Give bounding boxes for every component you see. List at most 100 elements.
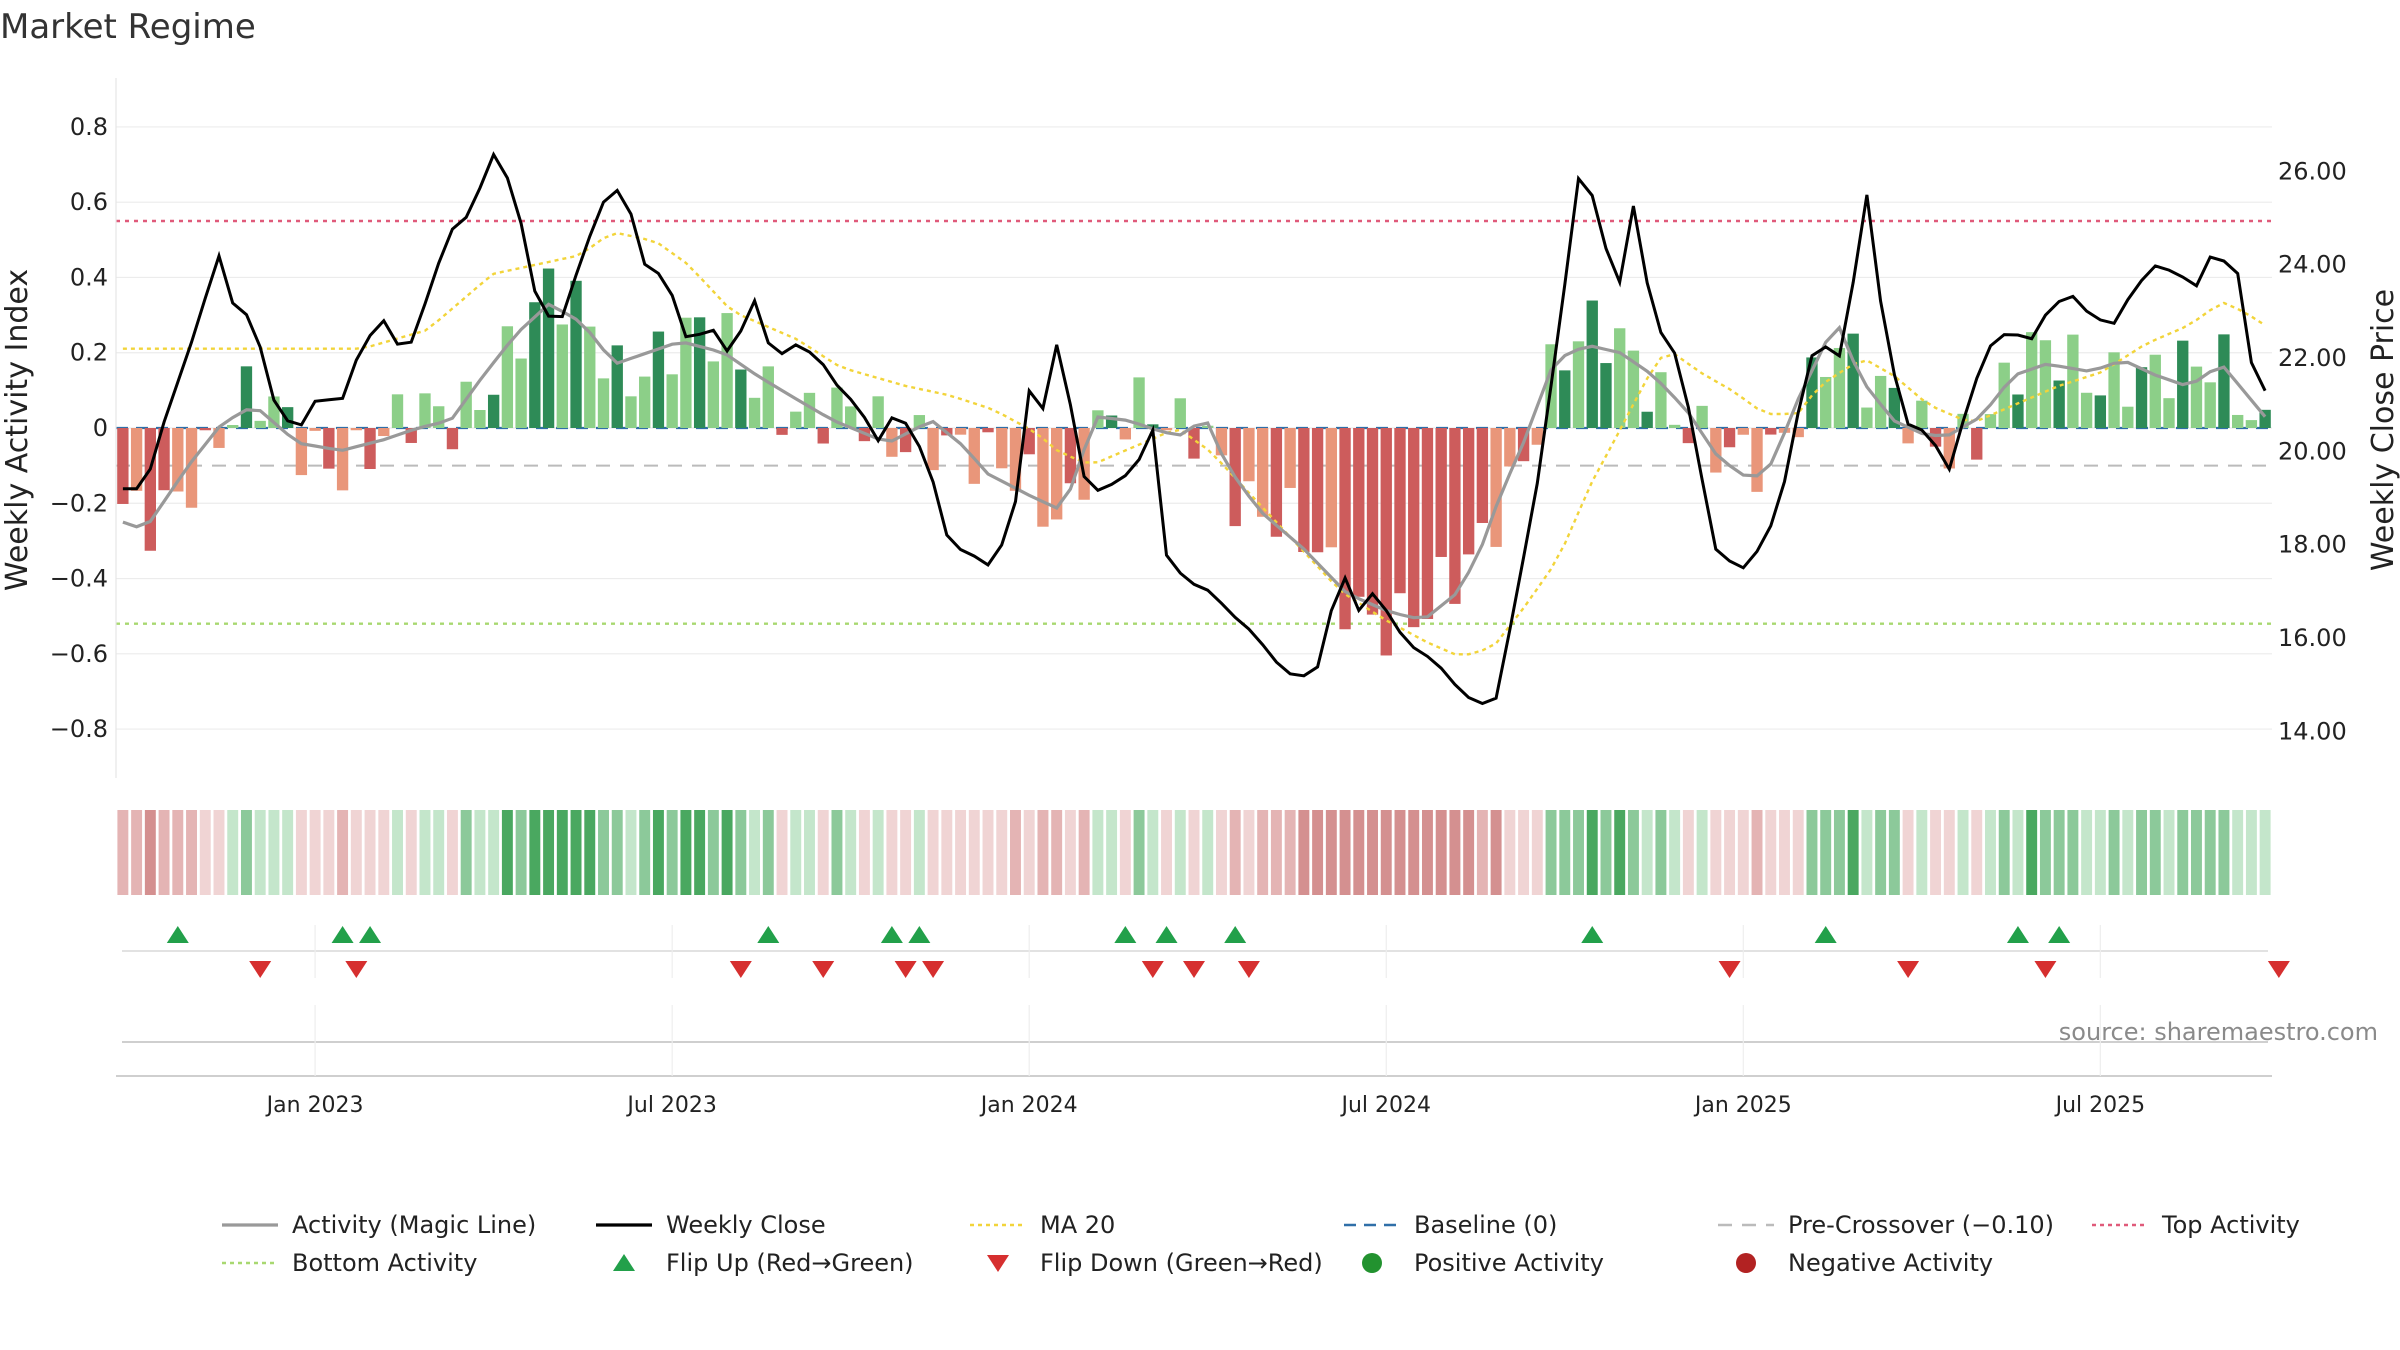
- flip-up-marker: [757, 926, 780, 943]
- regime-cell: [1710, 810, 1722, 895]
- activity-bar: [501, 326, 514, 428]
- regime-cell: [968, 810, 980, 895]
- activity-bar: [968, 428, 980, 484]
- activity-bar: [130, 428, 143, 491]
- regime-cell: [186, 810, 197, 895]
- regime-cell: [117, 810, 129, 895]
- regime-cell: [1861, 810, 1873, 895]
- flip-up-marker: [1581, 926, 1604, 943]
- activity-bar: [281, 407, 294, 428]
- regime-cell: [515, 810, 527, 895]
- regime-cell: [474, 810, 486, 895]
- regime-cell: [1023, 810, 1035, 895]
- activity-bar: [172, 428, 184, 492]
- activity-bar: [1462, 428, 1475, 555]
- flip-down-marker: [1237, 961, 1260, 978]
- regime-cell: [254, 810, 266, 895]
- activity-bar: [927, 428, 939, 471]
- flip-down-marker: [2267, 961, 2290, 978]
- regime-cell: [1669, 810, 1681, 895]
- regime-cell: [543, 810, 555, 895]
- regime-cell: [1724, 810, 1736, 895]
- regime-cell: [501, 810, 513, 895]
- activity-bar: [2039, 340, 2052, 428]
- activity-bar: [1023, 428, 1035, 455]
- legend-label: Bottom Activity: [292, 1249, 477, 1277]
- regime-cell: [2012, 810, 2024, 895]
- activity-bar: [2135, 367, 2148, 428]
- activity-bar: [2108, 352, 2120, 428]
- activity-bar: [1284, 428, 1296, 488]
- activity-bar: [1614, 328, 1626, 428]
- flip-down-marker: [729, 961, 752, 978]
- activity-bar: [1119, 428, 1132, 440]
- legend-label: Flip Down (Green→Red): [1040, 1249, 1323, 1277]
- activity-bar: [1256, 428, 1269, 517]
- activity-bar: [1037, 428, 1049, 527]
- activity-bar: [1600, 363, 1612, 428]
- regime-cell: [1586, 810, 1598, 895]
- regime-strip: [117, 810, 2271, 895]
- source-label: source: sharemaestro.com: [2059, 1018, 2378, 1046]
- regime-cell: [556, 810, 568, 895]
- flip-up-marker: [2006, 926, 2029, 943]
- flip-up-marker: [331, 926, 354, 943]
- regime-cell: [872, 810, 884, 895]
- activity-bar: [1984, 414, 1997, 428]
- regime-cell: [735, 810, 747, 895]
- activity-bar: [2245, 420, 2258, 428]
- activity-bar: [1531, 428, 1543, 445]
- regime-cell: [721, 810, 733, 895]
- activity-bar: [1339, 428, 1351, 630]
- regime-cell: [1847, 810, 1859, 895]
- activity-bar: [1325, 428, 1337, 548]
- regime-cell: [886, 810, 898, 895]
- regime-cell: [2122, 810, 2134, 895]
- flip-up-marker: [1224, 926, 1247, 943]
- regime-cell: [364, 810, 376, 895]
- flip-up-marker: [1814, 926, 1837, 943]
- regime-cell: [1408, 810, 1420, 895]
- activity-bar: [1064, 428, 1077, 484]
- regime-cell: [1573, 810, 1584, 895]
- activity-bar: [1243, 428, 1255, 482]
- flip-up-marker: [2048, 926, 2071, 943]
- regime-cell: [1490, 810, 1502, 895]
- x-tick-label: Jul 2025: [2054, 1093, 2146, 1118]
- regime-cell: [680, 810, 692, 895]
- regime-cell: [625, 810, 637, 895]
- activity-bar: [433, 406, 445, 428]
- activity-bar: [529, 302, 541, 428]
- regime-cell: [2204, 810, 2216, 895]
- legend-label: Baseline (0): [1414, 1211, 1557, 1239]
- activity-bar: [1888, 387, 1901, 428]
- regime-cell: [378, 810, 390, 895]
- regime-cell: [1119, 810, 1131, 895]
- regime-cell: [1875, 810, 1887, 895]
- activity-bar: [790, 411, 802, 428]
- y-tick-right: 14.00: [2278, 717, 2347, 745]
- weekly-close-line: [122, 151, 2267, 706]
- activity-bar: [1270, 428, 1283, 537]
- flip-down-marker: [1141, 961, 1164, 978]
- activity-bar: [2218, 334, 2230, 428]
- activity-bar: [2067, 334, 2079, 428]
- flip-down-marker: [812, 961, 835, 978]
- regime-cell: [419, 810, 431, 895]
- regime-cell: [1339, 810, 1351, 895]
- activity-bar: [982, 428, 994, 433]
- regime-cell: [1147, 810, 1159, 895]
- regime-cell: [2245, 810, 2257, 895]
- regime-cell: [982, 810, 994, 895]
- regime-cell: [1092, 810, 1104, 895]
- regime-cell: [1779, 810, 1790, 895]
- activity-bar: [405, 428, 417, 443]
- y-axis-left-label: Weekly Activity Index: [0, 269, 35, 591]
- activity-bar: [1710, 428, 1722, 473]
- regime-cell: [1078, 810, 1090, 895]
- y-tick-right: 22.00: [2278, 344, 2347, 372]
- regime-cell: [158, 810, 170, 895]
- regime-cell: [1270, 810, 1282, 895]
- regime-cell: [282, 810, 294, 895]
- regime-cell: [240, 810, 252, 895]
